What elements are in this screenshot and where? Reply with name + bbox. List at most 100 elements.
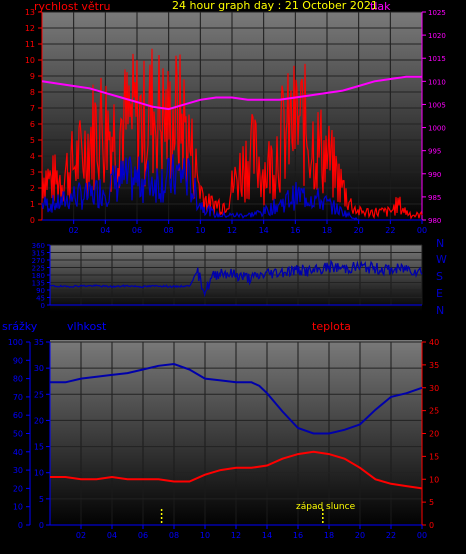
- wind-x-tick-label: 18: [322, 226, 332, 235]
- wind-y-tick-label: 10: [25, 56, 35, 65]
- wind-x-tick-label: 06: [132, 226, 142, 235]
- pressure-y-tick-label: 980: [428, 217, 441, 225]
- temp-y-tick-label: 35: [429, 361, 439, 370]
- wind-low-line: [41, 154, 422, 221]
- temp-y-tick-label: 30: [429, 384, 439, 393]
- humidity-label: vlhkost: [67, 320, 107, 333]
- pressure-y-tick-label: 1000: [428, 125, 446, 133]
- pressure-line: [41, 75, 422, 111]
- direction-label-n-bottom: N: [436, 304, 444, 317]
- dir-y-tick-label: 360: [32, 242, 45, 250]
- pressure-y-tick-label: 995: [428, 148, 441, 156]
- temp-y-tick-label: 15: [429, 452, 439, 461]
- dir-y-tick-label: 270: [32, 257, 45, 265]
- precip-y-tick-label: 0: [18, 521, 23, 530]
- wind-y-tick-label: 11: [25, 40, 35, 49]
- pressure-y-tick-label: 990: [428, 171, 441, 179]
- wind-y-tick-label: 12: [25, 24, 35, 33]
- hum-y-tick-label: 10: [34, 469, 44, 478]
- temperature-line: [50, 450, 423, 490]
- hum-y-tick-label: 0: [39, 521, 44, 530]
- direction-label-s: S: [436, 270, 443, 283]
- hum-x-tick-label: 10: [200, 531, 210, 540]
- wind-x-tick-label: 00: [417, 226, 427, 235]
- wind-y-tick-label: 9: [30, 72, 35, 81]
- wind-x-tick-label: 08: [164, 226, 174, 235]
- dir-y-tick-label: 180: [32, 272, 45, 280]
- sunset-annotation: západ slunce: [296, 502, 356, 512]
- wind-y-tick-label: 2: [30, 184, 35, 193]
- humidity-line: [50, 362, 423, 435]
- hum-x-tick-label: 12: [231, 531, 241, 540]
- wind-y-tick-label: 5: [30, 136, 35, 145]
- chart-title: 24 hour graph day : 21 October 2021: [172, 0, 378, 12]
- temp-y-tick-label: 40: [429, 338, 439, 347]
- temperature-label: teplota: [312, 320, 351, 333]
- pressure-y-tick-label: 1015: [428, 55, 446, 63]
- pressure-label: tlak: [370, 0, 391, 13]
- wind-y-tick-label: 8: [30, 88, 35, 97]
- precip-y-tick-label: 60: [13, 411, 23, 420]
- precip-y-tick-label: 20: [13, 484, 23, 493]
- wind-x-tick-label: 02: [69, 226, 79, 235]
- wind-speed-label: rychlost větru: [34, 0, 110, 13]
- direction-label-n-top: N: [436, 237, 444, 250]
- pressure-y-tick-label: 1020: [428, 32, 446, 40]
- hum-y-tick-label: 15: [34, 443, 44, 452]
- pressure-y-tick-label: 1010: [428, 78, 446, 86]
- pressure-y-tick-label: 985: [428, 194, 441, 202]
- hum-y-tick-label: 5: [39, 495, 44, 504]
- pressure-y-tick-label: 1025: [428, 9, 446, 17]
- dir-y-tick-label: 0: [41, 302, 45, 310]
- hum-y-tick-label: 35: [34, 338, 44, 347]
- hum-x-tick-label: 08: [169, 531, 179, 540]
- hum-x-tick-label: 18: [324, 531, 334, 540]
- wind-y-tick-label: 3: [30, 168, 35, 177]
- direction-label-e: E: [436, 287, 443, 300]
- dir-y-tick-label: 90: [36, 287, 45, 295]
- precipitation-label: srážky: [2, 320, 38, 333]
- dir-y-tick-label: 45: [36, 295, 45, 303]
- wind-x-tick-label: 12: [227, 226, 237, 235]
- wind-x-tick-label: 14: [259, 226, 269, 235]
- wind-y-tick-label: 4: [30, 152, 35, 161]
- temp-y-tick-label: 25: [429, 407, 439, 416]
- precip-y-tick-label: 80: [13, 375, 23, 384]
- wind-x-tick-label: 04: [100, 226, 110, 235]
- pressure-y-tick-label: 1005: [428, 101, 446, 109]
- temp-y-tick-label: 0: [429, 521, 434, 530]
- wind-x-tick-label: 10: [195, 226, 205, 235]
- hum-x-tick-label: 22: [386, 531, 396, 540]
- hum-y-tick-label: 30: [34, 364, 44, 373]
- hum-x-tick-label: 04: [107, 531, 117, 540]
- wind-y-tick-label: 7: [30, 104, 35, 113]
- hum-x-tick-label: 14: [262, 531, 272, 540]
- wind-y-tick-label: 1: [30, 200, 35, 209]
- dir-y-tick-label: 135: [32, 280, 45, 288]
- dir-y-tick-label: 315: [32, 250, 45, 258]
- hum-y-tick-label: 20: [34, 416, 44, 425]
- hum-x-tick-label: 02: [76, 531, 86, 540]
- wind-x-tick-label: 20: [354, 226, 364, 235]
- wind-y-tick-label: 0: [30, 216, 35, 225]
- wind-direction-line: [49, 259, 423, 298]
- precip-y-tick-label: 50: [13, 430, 23, 439]
- wind-y-tick-label: 13: [25, 8, 35, 17]
- hum-x-tick-label: 00: [417, 531, 427, 540]
- hum-x-tick-label: 20: [355, 531, 365, 540]
- wind-speed-line: [41, 48, 423, 220]
- precip-y-tick-label: 10: [13, 503, 23, 512]
- precip-y-tick-label: 70: [13, 393, 23, 402]
- precip-y-tick-label: 40: [13, 448, 23, 457]
- hum-x-tick-label: 16: [293, 531, 303, 540]
- dir-y-tick-label: 225: [32, 265, 45, 273]
- temp-y-tick-label: 5: [429, 498, 434, 507]
- wind-x-tick-label: 16: [290, 226, 300, 235]
- precip-y-tick-label: 90: [13, 356, 23, 365]
- temp-y-tick-label: 20: [429, 430, 439, 439]
- precip-y-tick-label: 30: [13, 466, 23, 475]
- temp-y-tick-label: 10: [429, 475, 439, 484]
- precip-y-tick-label: 100: [8, 338, 23, 347]
- hum-y-tick-label: 25: [34, 390, 44, 399]
